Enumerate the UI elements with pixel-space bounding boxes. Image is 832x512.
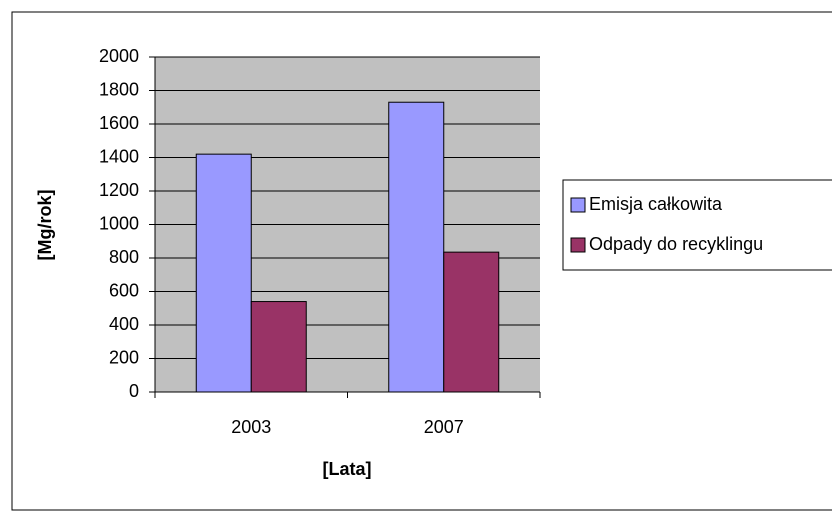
legend-label: Emisja całkowita xyxy=(589,194,723,214)
x-axis-label: [Lata] xyxy=(323,459,372,479)
y-axis-label: [Mg/rok] xyxy=(35,190,55,261)
bar xyxy=(443,251,500,393)
bar xyxy=(250,301,307,393)
legend-swatch xyxy=(570,237,586,253)
x-tick-label: 2003 xyxy=(231,417,271,437)
legend-label: Odpady do recyklingu xyxy=(589,234,763,254)
legend-box xyxy=(562,179,832,271)
y-tick-label: 2000 xyxy=(99,46,139,66)
y-tick-label: 800 xyxy=(109,247,139,267)
x-tick-label: 2007 xyxy=(424,417,464,437)
y-tick-label: 400 xyxy=(109,314,139,334)
y-tick-label: 1200 xyxy=(99,180,139,200)
y-tick-label: 1600 xyxy=(99,113,139,133)
y-tick-label: 0 xyxy=(129,381,139,401)
y-tick-label: 200 xyxy=(109,347,139,367)
y-tick-label: 1400 xyxy=(99,146,139,166)
bar xyxy=(195,153,252,393)
y-tick-label: 600 xyxy=(109,280,139,300)
bar xyxy=(388,101,445,393)
y-tick-label: 1000 xyxy=(99,213,139,233)
y-tick-label: 1800 xyxy=(99,79,139,99)
legend-swatch xyxy=(570,197,586,213)
